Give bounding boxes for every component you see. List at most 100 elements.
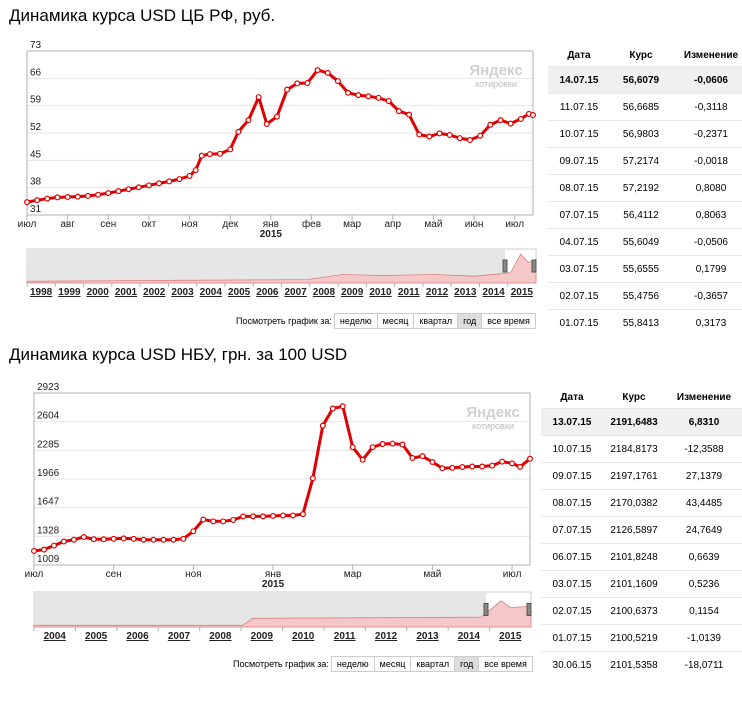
data-point <box>273 113 280 120</box>
row-change: -12,3588 <box>684 443 724 455</box>
nav-year-label: 2013 <box>454 287 477 298</box>
x-tick-label: сен <box>106 569 122 580</box>
row-date: 10.07.15 <box>552 443 592 455</box>
x-tick-label: мар <box>343 219 361 230</box>
nav-year-label: 2010 <box>369 287 392 298</box>
nav-year-label: 1998 <box>30 287 53 298</box>
nav-year-label: 2004 <box>200 287 223 298</box>
row-date: 13.07.15 <box>552 416 592 428</box>
period-quarter-button[interactable]: квартал <box>410 656 456 672</box>
data-point <box>120 535 127 542</box>
nav-year-label: 2015 <box>499 631 522 642</box>
navigator-handle <box>502 259 508 273</box>
data-point <box>439 465 446 472</box>
period-year-button[interactable]: год <box>454 656 480 672</box>
nav-year-label: 2009 <box>341 287 364 298</box>
data-point <box>140 536 147 543</box>
y-tick-label: 2923 <box>37 382 60 393</box>
data-point <box>436 130 443 137</box>
period-week-button[interactable]: неделю <box>333 313 378 329</box>
data-point <box>449 464 456 471</box>
period-quarter-button[interactable]: квартал <box>413 313 459 329</box>
data-point <box>379 441 386 448</box>
data-point <box>156 180 163 187</box>
row-rate: 2184,8173 <box>610 443 658 455</box>
x-tick-label: авг <box>60 219 75 230</box>
nav-year-label: 2013 <box>416 631 439 642</box>
y-tick-label: 66 <box>30 67 42 78</box>
period-year-button[interactable]: год <box>457 313 483 329</box>
x-tick-label: мар <box>344 569 362 580</box>
data-point <box>294 80 301 87</box>
period-month-button[interactable]: месяц <box>373 656 412 672</box>
data-point <box>44 195 51 202</box>
y-tick-label: 45 <box>30 149 42 160</box>
nav-year-label: 2007 <box>168 631 191 642</box>
data-point <box>192 167 199 174</box>
data-point <box>160 536 167 543</box>
nav-year-label: 2014 <box>458 631 481 642</box>
data-point <box>446 131 453 138</box>
row-rate: 2191,6483 <box>610 416 658 428</box>
data-point <box>190 528 197 535</box>
row-date: 11.07.15 <box>559 101 599 113</box>
data-point <box>409 454 416 461</box>
navigator-handle <box>531 259 537 273</box>
nav-year-label: 2010 <box>292 631 315 642</box>
period-month-button[interactable]: месяц <box>376 313 415 329</box>
data-point <box>125 186 132 193</box>
row-change: 24,7649 <box>685 524 723 536</box>
data-point <box>304 80 311 87</box>
data-point <box>509 460 516 467</box>
row-change: -18,0711 <box>684 659 724 671</box>
period-all-button[interactable]: все время <box>481 313 536 329</box>
nav-year-label: 1999 <box>58 287 81 298</box>
period-all-button[interactable]: все время <box>478 656 533 672</box>
x-tick-label: дек <box>222 219 238 230</box>
x-tick-label: ноя <box>185 569 202 580</box>
x-tick-label: май <box>423 569 441 580</box>
data-point <box>64 194 71 201</box>
nav-year-label: 2005 <box>85 631 108 642</box>
chart-title-uah: Динамика курса USD НБУ, грн. за 100 USD <box>9 345 348 364</box>
period-week-button[interactable]: неделю <box>330 656 375 672</box>
data-point <box>499 458 506 465</box>
row-rate: 57,2192 <box>622 182 660 194</box>
navigator-area <box>33 600 532 628</box>
navigator-handle <box>483 603 489 616</box>
data-point <box>395 108 402 115</box>
row-change: -0,0606 <box>694 74 728 86</box>
header-date: Дата <box>567 49 591 61</box>
data-point <box>284 86 291 93</box>
row-date: 01.07.15 <box>559 317 599 329</box>
row-change: 6,8310 <box>688 416 720 428</box>
x-tick-label: янв <box>263 219 279 230</box>
row-change: -0,0506 <box>694 236 728 248</box>
row-change: 0,3173 <box>695 317 727 329</box>
row-date: 07.07.15 <box>559 209 599 221</box>
uah-chart[interactable]: 1009132816471966228526042923Яндекскотиро… <box>0 0 541 650</box>
data-point <box>90 536 97 543</box>
data-point <box>324 69 331 76</box>
